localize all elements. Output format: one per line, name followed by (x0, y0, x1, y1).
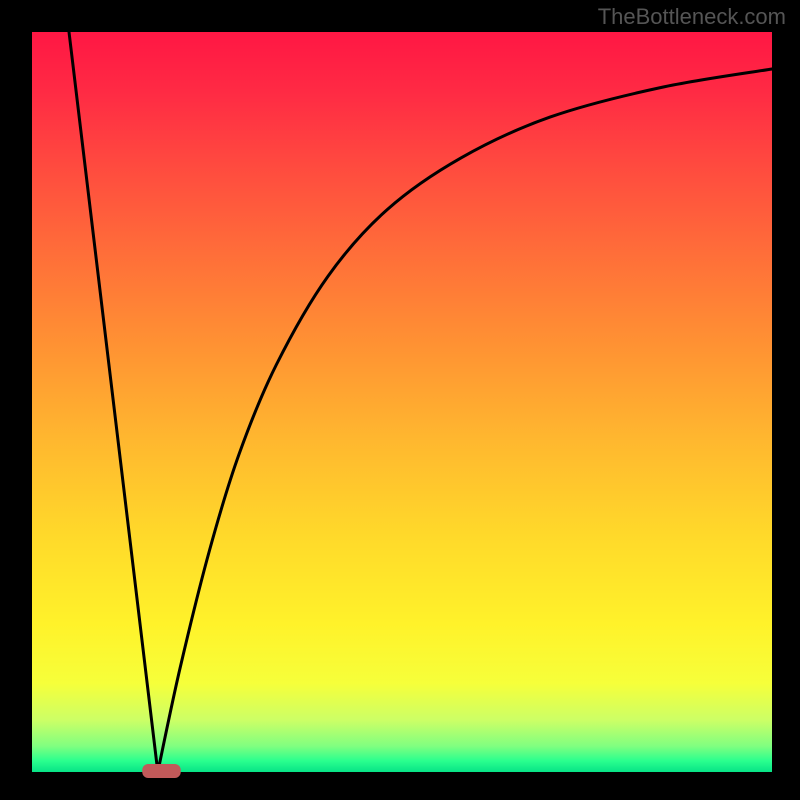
chart-container: TheBottleneck.com (0, 0, 800, 800)
chart-svg (0, 0, 800, 800)
watermark-text: TheBottleneck.com (598, 4, 786, 30)
optimal-marker (142, 764, 180, 778)
